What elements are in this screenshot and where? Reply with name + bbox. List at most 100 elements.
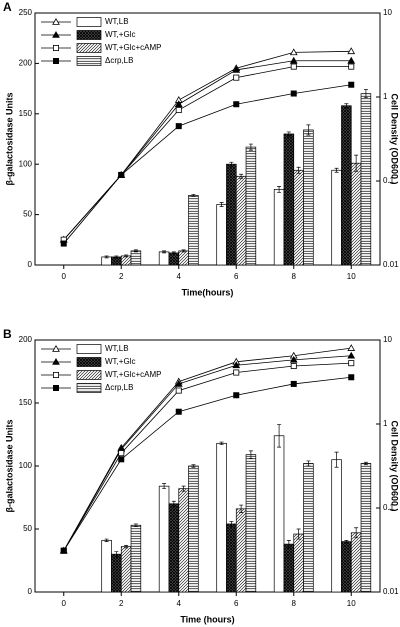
x-tick-label: 6 — [234, 599, 239, 608]
legend-marker — [53, 384, 60, 391]
error-bar — [354, 527, 359, 539]
y-tick-label: 150 — [19, 109, 33, 118]
x-tick-label: 0 — [62, 599, 67, 608]
marker — [289, 48, 298, 56]
bar — [331, 459, 342, 593]
error-bar — [104, 255, 109, 259]
x-tick-label: 2 — [119, 272, 124, 281]
x-tick-label: 10 — [347, 272, 356, 281]
legend-label: WT,LB — [105, 344, 129, 353]
error-bar — [296, 528, 301, 540]
bar — [111, 553, 122, 593]
y-tick-label: 250 — [19, 8, 33, 17]
y-tick-label: 0 — [28, 587, 33, 596]
bar — [350, 532, 362, 593]
x-tick-label: 10 — [347, 599, 356, 608]
marker — [289, 355, 298, 363]
marker — [347, 351, 356, 359]
panel-label: B — [3, 327, 12, 341]
x-tick-label: 4 — [177, 272, 182, 281]
error-bar — [191, 464, 196, 468]
legend-swatch — [76, 17, 102, 27]
error-bar — [306, 460, 311, 467]
bar — [168, 252, 180, 266]
legend-swatch — [76, 383, 102, 393]
bar — [293, 169, 304, 266]
marker — [290, 380, 297, 387]
marker — [289, 56, 298, 64]
bar — [341, 541, 352, 593]
legend-marker — [52, 357, 60, 365]
marker — [118, 456, 125, 463]
error-bar — [239, 173, 244, 179]
legend-swatch — [76, 43, 102, 53]
marker — [175, 387, 182, 394]
y-tick-label: 100 — [19, 461, 33, 470]
od-line — [63, 362, 352, 551]
bar — [168, 503, 180, 593]
error-bar — [248, 450, 253, 459]
bar — [235, 508, 247, 593]
bar — [130, 524, 142, 593]
y-tick-label: 0 — [28, 260, 33, 269]
y-tick-label: 100 — [19, 159, 33, 168]
legend-marker — [53, 45, 60, 52]
error-bar — [181, 249, 186, 253]
y-tick-label: 200 — [19, 59, 33, 68]
error-bar — [219, 202, 224, 207]
x-tick-label: 2 — [119, 599, 124, 608]
marker — [233, 369, 240, 376]
marker — [174, 100, 183, 108]
x-axis-title: Time (hours) — [180, 614, 234, 624]
error-bar — [171, 500, 176, 507]
bar — [235, 175, 247, 266]
y2-tick-label: 0.01 — [383, 260, 399, 269]
x-axis-title: Time(hours) — [182, 287, 234, 297]
error-bar — [363, 89, 368, 99]
bar — [216, 442, 227, 593]
legend-label: Δcrp,LB — [105, 56, 133, 65]
marker — [290, 363, 297, 370]
error-bar — [162, 483, 167, 490]
bar — [245, 146, 257, 266]
error-bar — [306, 124, 311, 136]
marker — [347, 56, 356, 64]
error-bar — [277, 186, 282, 193]
y-axis-title: β-galactosidase Units — [4, 92, 14, 185]
error-bar — [344, 103, 349, 109]
bar — [120, 255, 132, 266]
marker — [60, 547, 67, 554]
y2-axis-title: Cell Density (OD600 ) — [390, 93, 400, 184]
error-bar — [334, 167, 339, 173]
bar — [130, 250, 142, 266]
x-tick-label: 6 — [234, 272, 239, 281]
marker — [174, 379, 183, 387]
legend-marker — [52, 344, 60, 352]
error-bar — [191, 194, 196, 197]
error-bar — [286, 131, 291, 137]
bar — [273, 435, 285, 593]
error-bar — [133, 523, 138, 527]
error-bar — [171, 251, 176, 255]
marker — [290, 90, 297, 97]
bar — [283, 133, 295, 266]
error-bar — [296, 166, 301, 174]
y-tick-label: 150 — [19, 398, 33, 407]
y2-tick-label: 1 — [383, 419, 388, 428]
error-bar — [229, 521, 234, 527]
marker — [233, 392, 240, 399]
marker — [348, 374, 355, 381]
legend-label: WT,+Glc — [105, 357, 135, 366]
od-line — [63, 376, 352, 551]
bar — [303, 463, 314, 593]
error-bar — [124, 545, 129, 549]
marker — [232, 361, 241, 369]
bar — [226, 163, 237, 266]
error-bar — [229, 161, 234, 167]
error-bar — [239, 504, 244, 513]
marker — [233, 101, 240, 108]
error-bar — [133, 249, 138, 253]
bar — [331, 169, 342, 266]
error-bar — [219, 441, 224, 445]
bar — [360, 463, 372, 593]
